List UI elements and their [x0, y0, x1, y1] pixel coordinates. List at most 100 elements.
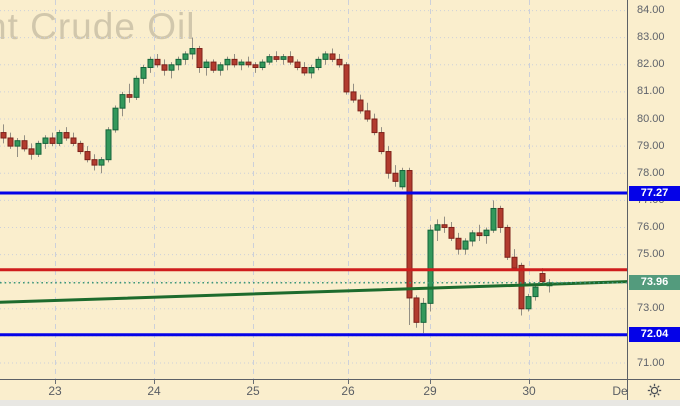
candle-up[interactable] — [462, 240, 469, 250]
candle-up[interactable] — [490, 207, 497, 231]
candle-up[interactable] — [42, 137, 49, 144]
candle-up[interactable] — [266, 56, 273, 63]
candle-up[interactable] — [105, 129, 112, 161]
candle-down[interactable] — [364, 110, 371, 120]
time-axis[interactable]: 23 24 25 26 29 30 De — [0, 379, 627, 401]
candle-down[interactable] — [392, 172, 399, 182]
candle-down[interactable] — [84, 151, 91, 161]
candle-up[interactable] — [14, 140, 21, 147]
candle-down[interactable] — [63, 132, 70, 139]
candle-down[interactable] — [378, 132, 385, 153]
candle-down[interactable] — [301, 67, 308, 74]
candle-up[interactable] — [280, 56, 287, 60]
candle-up[interactable] — [119, 94, 126, 109]
candle-down[interactable] — [287, 56, 294, 63]
time-tick-mark — [348, 380, 349, 384]
time-tick-label: 26 — [341, 384, 355, 398]
candle-up[interactable] — [315, 58, 322, 69]
candle-down[interactable] — [455, 237, 462, 250]
candle-up[interactable] — [525, 296, 532, 310]
candle-down[interactable] — [448, 226, 455, 239]
candle-up[interactable] — [483, 229, 490, 237]
candle-up[interactable] — [168, 64, 175, 71]
candle-down[interactable] — [154, 58, 161, 66]
candle-up[interactable] — [434, 224, 441, 231]
candle-down[interactable] — [294, 61, 301, 69]
candle-down[interactable] — [126, 94, 133, 98]
candle-down[interactable] — [511, 256, 518, 269]
price-tick-label: 73.00 — [637, 302, 665, 315]
price-tick-label: 79.00 — [637, 139, 665, 152]
candle-up[interactable] — [259, 61, 266, 69]
candle-up[interactable] — [35, 142, 42, 155]
candle-down[interactable] — [343, 64, 350, 93]
time-tick-label: 29 — [423, 384, 437, 398]
price-tick-label: 81.00 — [637, 85, 665, 98]
candle-up[interactable] — [399, 170, 406, 188]
trend-line[interactable] — [0, 280, 627, 304]
candle-down[interactable] — [539, 273, 546, 283]
candle-down[interactable] — [504, 226, 511, 258]
price-tick-label: 76.00 — [637, 220, 665, 233]
candle-down[interactable] — [28, 148, 35, 155]
candle-down[interactable] — [252, 64, 259, 69]
candle-down[interactable] — [336, 58, 343, 66]
candle-down[interactable] — [77, 142, 84, 153]
candle-down[interactable] — [441, 224, 448, 228]
candle-down[interactable] — [273, 56, 280, 60]
candle-down[interactable] — [518, 264, 525, 310]
candlestick-plot[interactable] — [0, 0, 627, 379]
price-tick-label: 78.00 — [637, 166, 665, 179]
candle-down[interactable] — [49, 137, 56, 144]
candle-down[interactable] — [385, 151, 392, 174]
candle-up[interactable] — [420, 302, 427, 323]
candle-down[interactable] — [406, 170, 413, 299]
candle-up[interactable] — [238, 61, 245, 66]
time-tick-mark — [529, 380, 530, 384]
price-tick-label: 82.00 — [637, 58, 665, 71]
candle-up[interactable] — [56, 132, 63, 144]
candle-up[interactable] — [224, 58, 231, 66]
candle-up[interactable] — [98, 159, 105, 166]
candle-down[interactable] — [371, 118, 378, 134]
candle-up[interactable] — [217, 64, 224, 71]
time-tick-label: 23 — [48, 384, 62, 398]
candle-up[interactable] — [532, 286, 539, 298]
time-tick-mark — [55, 380, 56, 384]
candle-down[interactable] — [329, 53, 336, 60]
price-axis[interactable]: 84.0083.0082.0081.0080.0079.0078.0077.00… — [627, 0, 680, 379]
candle-down[interactable] — [0, 132, 7, 139]
candle-down[interactable] — [245, 61, 252, 66]
candle-down[interactable] — [357, 99, 364, 112]
time-tick-mark — [430, 380, 431, 384]
candle-up[interactable] — [175, 58, 182, 66]
axis-settings-button[interactable] — [627, 379, 680, 401]
candle-down[interactable] — [91, 159, 98, 166]
time-tick-label: 24 — [147, 384, 161, 398]
candle-up[interactable] — [112, 107, 119, 131]
candle-up[interactable] — [147, 58, 154, 69]
candle-down[interactable] — [161, 64, 168, 71]
candle-up[interactable] — [308, 67, 315, 74]
candle-up[interactable] — [133, 77, 140, 98]
candle-down[interactable] — [497, 207, 504, 228]
candle-down[interactable] — [476, 232, 483, 237]
candle-up[interactable] — [427, 229, 434, 304]
candle-down[interactable] — [70, 137, 77, 144]
gear-icon — [647, 383, 662, 398]
candle-up[interactable] — [189, 48, 196, 55]
candle-up[interactable] — [182, 53, 189, 60]
candle-up[interactable] — [203, 61, 210, 69]
price-tick-label: 80.00 — [637, 112, 665, 125]
candle-down[interactable] — [196, 48, 203, 69]
candle-down[interactable] — [350, 91, 357, 101]
candle-down[interactable] — [210, 61, 217, 71]
candle-down[interactable] — [7, 137, 14, 147]
candle-down[interactable] — [413, 297, 420, 323]
candle-down[interactable] — [21, 140, 28, 150]
candle-up[interactable] — [469, 232, 476, 242]
candle-up[interactable] — [322, 53, 329, 60]
candle-up[interactable] — [140, 67, 147, 79]
candle-down[interactable] — [231, 58, 238, 66]
